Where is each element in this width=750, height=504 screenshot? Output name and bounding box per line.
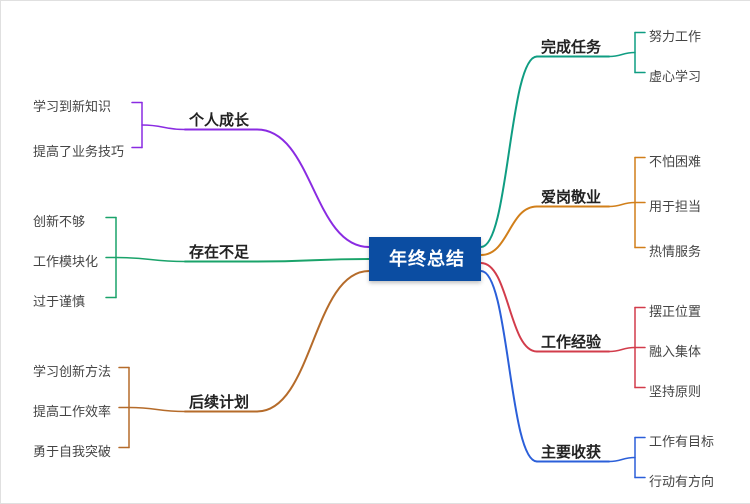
leaf-aigangjingye-1: 用于担当 — [649, 196, 701, 215]
branch-gongzuojingyan: 工作经验 — [541, 331, 601, 352]
leaf-houxujihua-2: 勇于自我突破 — [33, 441, 111, 460]
leaf-gerenchengzhang-1: 提高了业务技巧 — [33, 141, 124, 160]
leaf-gerenchengzhang-0: 学习到新知识 — [33, 96, 111, 115]
mindmap-canvas: 年终总结 个人成长 学习到新知识提高了业务技巧存在不足 创新不够工作模块化过于谨慎后续… — [0, 0, 750, 504]
branch-wanchengrenwu: 完成任务 — [541, 36, 601, 57]
leaf-wanchengrenwu-1: 虚心学习 — [649, 66, 701, 85]
leaf-cunzaibuzhu-0: 创新不够 — [33, 211, 85, 230]
leaf-aigangjingye-2: 热情服务 — [649, 241, 701, 260]
leaf-gongzuojingyan-0: 摆正位置 — [649, 301, 701, 320]
leaf-houxujihua-0: 学习创新方法 — [33, 361, 111, 380]
root-node: 年终总结 — [369, 237, 481, 281]
branch-houxujihua: 后续计划 — [189, 391, 249, 412]
leaf-cunzaibuzhu-1: 工作模块化 — [33, 251, 98, 270]
branch-aigangjingye: 爱岗敬业 — [541, 186, 601, 207]
leaf-gongzuojingyan-1: 融入集体 — [649, 341, 701, 360]
leaf-zhuyaoshouhuo-0: 工作有目标 — [649, 431, 714, 450]
leaf-gongzuojingyan-2: 坚持原则 — [649, 381, 701, 400]
leaf-wanchengrenwu-0: 努力工作 — [649, 26, 701, 45]
branch-cunzaibuzhu: 存在不足 — [189, 241, 249, 262]
branch-gerenchengzhang: 个人成长 — [189, 109, 249, 130]
leaf-houxujihua-1: 提高工作效率 — [33, 401, 111, 420]
leaf-aigangjingye-0: 不怕困难 — [649, 151, 701, 170]
branch-zhuyaoshouhuo: 主要收获 — [541, 441, 601, 462]
leaf-cunzaibuzhu-2: 过于谨慎 — [33, 291, 85, 310]
leaf-zhuyaoshouhuo-1: 行动有方向 — [649, 471, 714, 490]
